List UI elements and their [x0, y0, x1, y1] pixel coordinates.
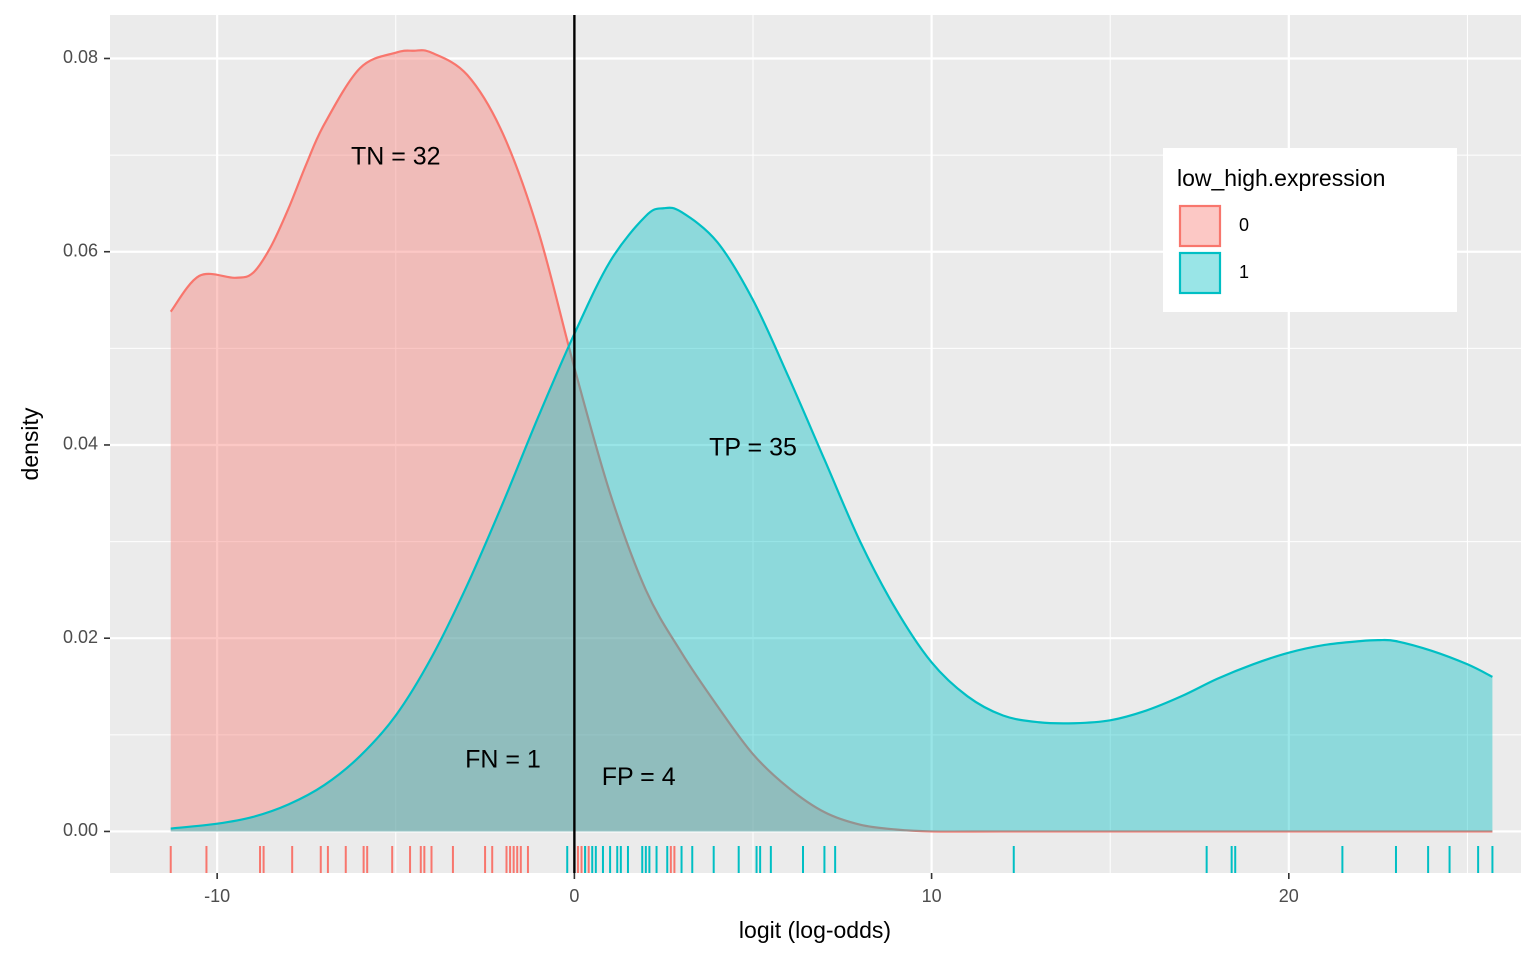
- legend-key-bg: [1179, 252, 1221, 294]
- annotation-label: TN = 32: [351, 143, 441, 171]
- y-tick-label: 0.04: [63, 434, 98, 454]
- density-line-1: [170, 206, 1493, 830]
- x-axis-title: logit (log-odds): [739, 917, 891, 943]
- legend-label: 0: [1239, 215, 1249, 235]
- legend-swatch-1: [1178, 251, 1222, 295]
- annotation-label: FN = 1: [465, 746, 541, 774]
- legend: low_high.expression 01: [1163, 148, 1457, 312]
- x-tick-label: 0: [569, 886, 579, 906]
- legend-swatch-0: [1178, 204, 1222, 248]
- y-axis: 0.00 0.02 0.04 0.06 0.08: [63, 47, 110, 840]
- x-tick-label: 10: [922, 886, 942, 906]
- y-tick-label: 0.06: [63, 240, 98, 260]
- density-line-0: [169, 49, 1493, 833]
- y-axis-title: density: [17, 407, 43, 480]
- y-tick-label: 0.00: [63, 820, 98, 840]
- y-tick-label: 0.02: [63, 627, 98, 647]
- legend-key-bg: [1179, 205, 1221, 247]
- y-tick-label: 0.08: [63, 47, 98, 67]
- annotation-label: TP = 35: [709, 433, 797, 461]
- density-curves: [169, 49, 1493, 833]
- annotation-label: FP = 4: [602, 763, 676, 791]
- x-tick-label: -10: [204, 886, 230, 906]
- legend-keys: 01: [1178, 204, 1249, 295]
- x-axis: -10 0 10 20: [204, 873, 1299, 906]
- x-tick-label: 20: [1279, 886, 1299, 906]
- legend-title: low_high.expression: [1177, 165, 1385, 191]
- legend-label: 1: [1239, 262, 1249, 282]
- density-area-1: [170, 207, 1493, 832]
- rug-marks: [169, 846, 1494, 873]
- density-area-0: [170, 50, 1493, 832]
- annotations: TN = 32 TP = 35 FN = 1 FP = 4: [351, 143, 797, 791]
